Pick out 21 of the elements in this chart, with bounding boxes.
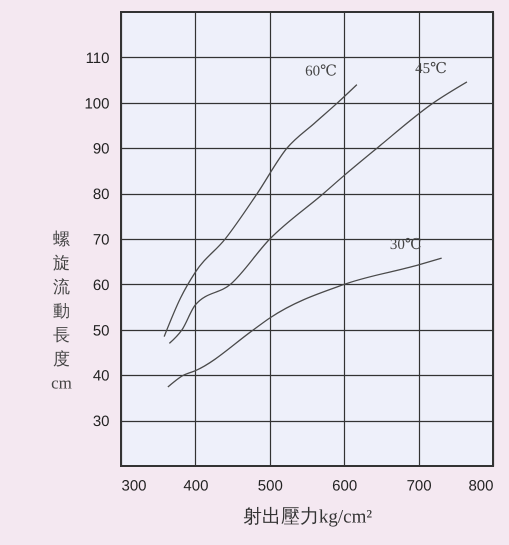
y-tick-label: 80 (92, 186, 110, 204)
line-series (167, 257, 442, 388)
x-tick-label: 800 (468, 478, 494, 494)
x-tick-label: 400 (183, 478, 208, 494)
x-tick-label: 700 (406, 478, 432, 494)
y-tick-label: 60 (92, 276, 110, 294)
x-tick-label: 300 (122, 478, 147, 494)
y-tick-label: 50 (92, 322, 110, 340)
y-tick-label: 30 (92, 413, 110, 430)
line-series (164, 84, 358, 338)
y-tick-label: 110 (86, 50, 110, 67)
y-tick-label: 90 (92, 140, 110, 158)
y-tick-label: 100 (84, 95, 110, 112)
y-axis-title: 螺旋流動長度 cm (51, 230, 72, 392)
x-tick-label: 500 (258, 478, 283, 494)
x-tick-label: 600 (332, 478, 358, 494)
series-label: 60℃ (305, 64, 337, 80)
x-axis-title: 射出壓力kg/cm² (242, 506, 372, 528)
line-series (168, 81, 468, 344)
y-tick-label: 40 (92, 368, 110, 385)
y-tick-label: 70 (92, 232, 110, 248)
